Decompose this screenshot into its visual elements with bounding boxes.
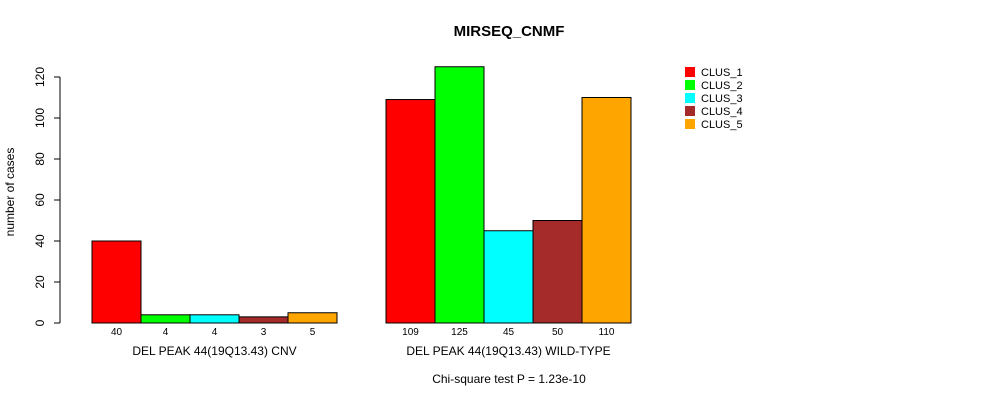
chi-square-footnote: Chi-square test P = 1.23e-10 xyxy=(432,372,586,386)
legend-swatch xyxy=(685,67,695,77)
data-label: 109 xyxy=(402,327,419,338)
data-label: 5 xyxy=(310,327,316,338)
data-label: 50 xyxy=(552,327,564,338)
legend-label: CLUS_1 xyxy=(701,67,743,79)
bar-clus-1-group-2 xyxy=(385,99,436,324)
bar-clus-2-group-1 xyxy=(140,314,191,324)
bar-clus-2-group-2 xyxy=(434,66,485,324)
group-labels: DEL PEAK 44(19Q13.43) CNV DEL PEAK 44(19Q… xyxy=(132,344,610,358)
group-label: DEL PEAK 44(19Q13.43) CNV xyxy=(132,344,296,358)
data-label: 4 xyxy=(163,327,169,338)
bar-clus-1-group-1 xyxy=(91,240,142,324)
y-tick-label: 0 xyxy=(33,319,47,326)
y-axis-label: number of cases xyxy=(3,148,17,237)
y-tick-label: 40 xyxy=(33,234,47,248)
bar-clus-5-group-2 xyxy=(581,97,632,324)
legend-label: CLUS_3 xyxy=(701,93,743,105)
y-tick-label: 80 xyxy=(33,152,47,166)
data-label: 40 xyxy=(111,327,123,338)
data-label: 45 xyxy=(503,327,515,338)
y-tick-label: 60 xyxy=(33,193,47,207)
bar-clus-5-group-1 xyxy=(287,312,338,324)
legend-label: CLUS_4 xyxy=(701,106,743,118)
chart-title: MIRSEQ_CNMF xyxy=(454,23,565,40)
group-label: DEL PEAK 44(19Q13.43) WILD-TYPE xyxy=(406,344,610,358)
data-label: 110 xyxy=(599,327,615,338)
data-label: 3 xyxy=(261,327,267,338)
legend-swatch xyxy=(685,106,695,116)
y-tick-label: 100 xyxy=(33,108,47,128)
legend-label: CLUS_2 xyxy=(701,80,743,92)
legend-swatch xyxy=(685,80,695,90)
legend-label: CLUS_5 xyxy=(701,119,743,131)
data-label: 4 xyxy=(212,327,218,338)
bar-clus-4-group-1 xyxy=(238,316,289,324)
y-axis: 0 20 40 60 80 100 120 xyxy=(33,67,61,326)
bars: 40 4 4 3 5 109 125 45 50 110 xyxy=(91,66,632,338)
legend-swatch xyxy=(685,93,695,103)
bar-clus-4-group-2 xyxy=(532,220,583,324)
y-tick-label: 120 xyxy=(33,67,47,87)
bar-clus-3-group-1 xyxy=(189,314,240,324)
data-label: 125 xyxy=(451,327,468,338)
y-tick-label: 20 xyxy=(33,275,47,289)
legend-swatch xyxy=(685,119,695,129)
bar-clus-3-group-2 xyxy=(483,230,534,324)
